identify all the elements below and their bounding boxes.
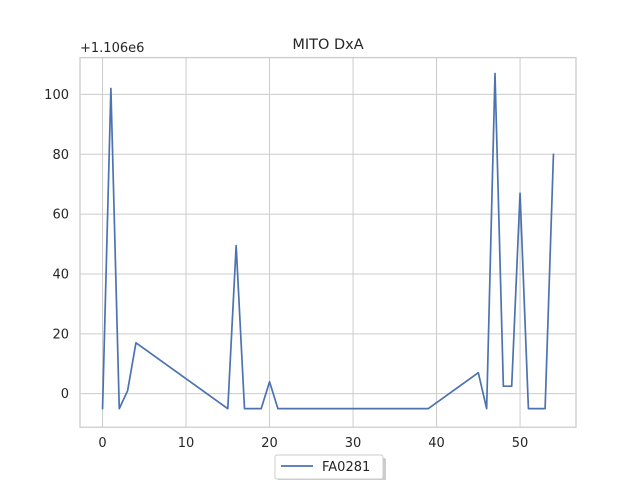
x-tick-label: 50 xyxy=(512,436,529,451)
y-tick-label: 0 xyxy=(61,387,69,402)
legend-label: FA0281 xyxy=(322,460,370,475)
plot-frame xyxy=(79,56,577,428)
x-tick-label: 40 xyxy=(428,436,445,451)
grid-lines xyxy=(80,57,576,428)
x-axis-ticks: 0 10 20 30 40 50 xyxy=(98,436,528,451)
y-tick-label: 40 xyxy=(52,267,69,282)
y-tick-label: 100 xyxy=(44,88,69,103)
x-tick-label: 20 xyxy=(261,436,278,451)
series-lines xyxy=(101,72,555,410)
y-axis-offset-label: +1.106e6 xyxy=(80,41,144,56)
y-axis-ticks: 0 20 40 60 80 100 xyxy=(44,88,69,402)
legend-box xyxy=(274,454,384,480)
x-tick-label: 10 xyxy=(178,436,195,451)
x-tick-label: 30 xyxy=(345,436,362,451)
x-tick-label: 0 xyxy=(98,436,106,451)
y-tick-label: 80 xyxy=(52,148,69,163)
y-tick-label: 60 xyxy=(52,208,69,223)
chart-title: MITO DxA xyxy=(292,37,363,53)
legend: FA0281 xyxy=(274,454,386,480)
series-line-FA0281 xyxy=(101,72,555,410)
y-tick-label: 20 xyxy=(52,327,69,342)
